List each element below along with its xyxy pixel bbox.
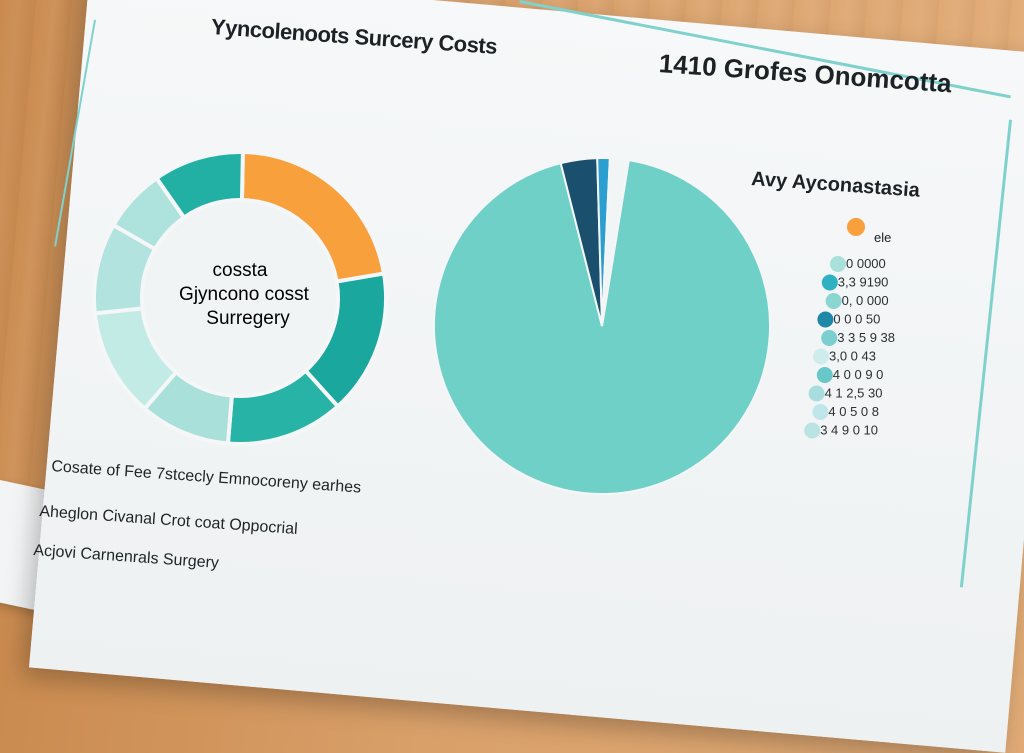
legend-value-0: 0 0000	[846, 256, 886, 271]
legend-value-2: 0, 0 000	[842, 293, 889, 308]
legend-swatch-9	[804, 422, 821, 439]
legend-swatch-8	[812, 404, 829, 420]
legend-value-3: 0 0 0 50	[833, 312, 880, 327]
donut-center-label-2: Surregery	[206, 308, 290, 329]
legend-value-9: 3 4 9 0 10	[820, 423, 878, 438]
donut-hole	[144, 202, 336, 394]
legend-value-8: 4 0 5 0 8	[828, 404, 879, 419]
legend-swatch-2	[825, 293, 842, 309]
chart-canvas: cossta Gjyncono cosst Surregery ele 0 0000 3,…	[92, 149, 895, 495]
donut-center-label-0: cossta	[213, 260, 268, 281]
legend-key-swatch	[847, 218, 865, 236]
legend-value-4: 3 3 5 9 38	[837, 330, 895, 345]
legend-swatch-0	[830, 256, 846, 272]
legend-swatch-5	[813, 348, 829, 365]
legend-value-6: 4 0 0 9 0	[833, 367, 884, 382]
legend-value-5: 3,0 0 43	[829, 349, 876, 364]
legend-value-1: 3,3 9190	[838, 275, 889, 290]
pie-slice-3	[601, 157, 630, 327]
legend-value-7: 4 1 2,5 30	[825, 386, 883, 401]
donut-slice-7	[153, 150, 245, 221]
legend-swatch-6	[816, 367, 833, 383]
legend-key-label: ele	[874, 230, 891, 245]
pie-slice-0	[433, 158, 771, 495]
donut-center-label-1: Gjyncono cosst	[179, 284, 310, 305]
legend-swatch-4	[821, 330, 838, 346]
legend-swatch-7	[808, 385, 825, 402]
legend-swatch-1	[821, 274, 838, 291]
legend-swatch-3	[817, 311, 834, 328]
